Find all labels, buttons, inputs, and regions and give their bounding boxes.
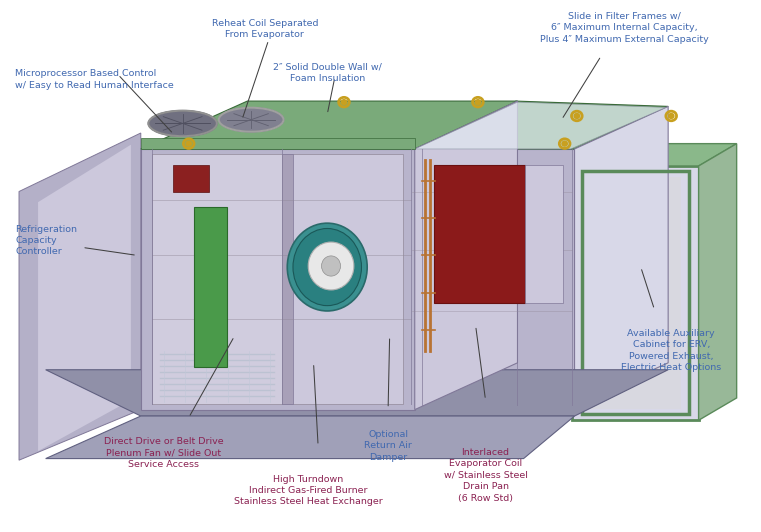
Ellipse shape — [668, 113, 674, 119]
Polygon shape — [46, 370, 668, 416]
Text: High Turndown
Indirect Gas-Fired Burner
Stainless Steel Heat Exchanger: High Turndown Indirect Gas-Fired Burner … — [234, 475, 383, 506]
Ellipse shape — [574, 113, 580, 119]
Polygon shape — [282, 154, 293, 404]
Polygon shape — [411, 101, 668, 149]
Polygon shape — [38, 145, 131, 451]
Polygon shape — [525, 165, 563, 303]
Polygon shape — [411, 149, 575, 405]
Polygon shape — [590, 177, 681, 409]
Ellipse shape — [293, 229, 361, 305]
Text: Refrigeration
Capacity
Controller: Refrigeration Capacity Controller — [15, 225, 77, 256]
Polygon shape — [572, 144, 737, 166]
Polygon shape — [19, 133, 141, 460]
Ellipse shape — [562, 140, 568, 147]
Polygon shape — [415, 102, 666, 149]
Text: Slide in Filter Frames w/
6″ Maximum Internal Capacity,
Plus 4″ Maximum External: Slide in Filter Frames w/ 6″ Maximum Int… — [540, 12, 708, 44]
Polygon shape — [575, 106, 668, 405]
Polygon shape — [194, 207, 227, 367]
Text: Microprocessor Based Control
w/ Easy to Read Human Interface: Microprocessor Based Control w/ Easy to … — [15, 69, 174, 89]
Ellipse shape — [219, 108, 284, 131]
Polygon shape — [152, 154, 403, 404]
Ellipse shape — [308, 242, 354, 290]
Ellipse shape — [288, 223, 368, 311]
Ellipse shape — [186, 140, 192, 147]
Text: Interlaced
Evaporator Coil
w/ Stainless Steel
Drain Pan
(6 Row Std): Interlaced Evaporator Coil w/ Stainless … — [444, 448, 527, 503]
Text: 2″ Solid Double Wall w/
Foam Insulation: 2″ Solid Double Wall w/ Foam Insulation — [272, 63, 382, 83]
Text: Available Auxiliary
Cabinet for ERV,
Powered Exhaust,
Electric Heat Options: Available Auxiliary Cabinet for ERV, Pow… — [621, 329, 721, 372]
Polygon shape — [173, 165, 209, 192]
Polygon shape — [141, 101, 517, 149]
Polygon shape — [415, 101, 517, 410]
Polygon shape — [141, 138, 415, 149]
Polygon shape — [46, 416, 575, 459]
Polygon shape — [141, 149, 415, 410]
Polygon shape — [434, 165, 525, 303]
Polygon shape — [699, 144, 737, 420]
Ellipse shape — [341, 99, 348, 105]
Polygon shape — [152, 154, 282, 404]
Text: Direct Drive or Belt Drive
Plenum Fan w/ Slide Out
Service Access: Direct Drive or Belt Drive Plenum Fan w/… — [103, 437, 224, 469]
Text: Optional
Return Air
Damper: Optional Return Air Damper — [365, 430, 412, 462]
Ellipse shape — [322, 256, 341, 276]
Polygon shape — [572, 166, 699, 420]
Text: Reheat Coil Separated
From Evaporator: Reheat Coil Separated From Evaporator — [212, 19, 318, 39]
Ellipse shape — [475, 99, 482, 105]
Ellipse shape — [148, 111, 217, 136]
